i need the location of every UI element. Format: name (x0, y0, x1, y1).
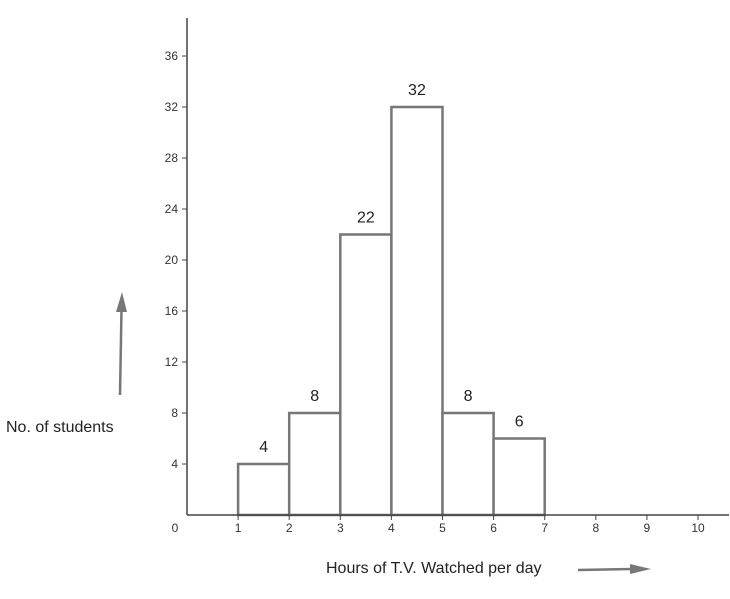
y-tick-label: 20 (165, 253, 179, 267)
bar-value-label: 8 (310, 388, 319, 405)
y-tick-label: 4 (171, 457, 178, 471)
y-tick-label: 32 (165, 100, 179, 114)
y-tick-label: 8 (171, 406, 178, 420)
y-axis-title: No. of students (6, 419, 114, 436)
x-tick-label: 1 (235, 521, 242, 535)
x-tick-label: 6 (490, 521, 497, 535)
bars-group (236, 105, 546, 517)
histogram-bar (492, 437, 546, 517)
y-axis-arrow-icon (118, 309, 123, 396)
y-axis-arrowhead-icon (116, 292, 127, 312)
x-tick-label: 2 (286, 521, 293, 535)
x-tick-label: 9 (644, 521, 651, 535)
x-tick-label: 10 (691, 521, 705, 535)
x-tick-label: 8 (592, 521, 599, 535)
y-tick-label: 24 (165, 202, 179, 216)
y-tick-label: 28 (165, 151, 179, 165)
bar-value-label: 4 (259, 439, 268, 456)
x-tick-label: 7 (541, 521, 548, 535)
y-tick-label: 16 (165, 304, 179, 318)
histogram-bar (287, 411, 342, 517)
x-axis-arrowhead-icon (630, 564, 651, 574)
x-tick-label: 4 (388, 521, 395, 535)
x-axis-arrow-icon (577, 567, 633, 572)
histogram-bar (236, 462, 291, 517)
y-tick-label: 12 (165, 355, 179, 369)
histogram-bar (339, 233, 393, 517)
y-ticks-group: 4 8 12 16 20 24 28 32 36 (165, 49, 187, 471)
x-axis-title: Hours of T.V. Watched per day (326, 560, 542, 577)
histogram-bar (390, 105, 444, 517)
bar-value-label: 8 (464, 388, 473, 405)
x-tick-label: 0 (172, 521, 179, 535)
x-tick-label: 3 (337, 521, 344, 535)
bar-value-label: 22 (357, 210, 375, 227)
bar-value-label: 32 (408, 82, 426, 99)
x-tick-label: 5 (439, 521, 446, 535)
histogram-bar (441, 411, 495, 517)
bar-value-label: 6 (515, 414, 524, 431)
bar-labels-group: 4 8 22 32 8 6 (259, 82, 524, 456)
x-ticks-group: 0 1 2 3 4 5 6 7 8 9 10 (172, 515, 705, 535)
y-tick-label: 36 (165, 49, 179, 63)
